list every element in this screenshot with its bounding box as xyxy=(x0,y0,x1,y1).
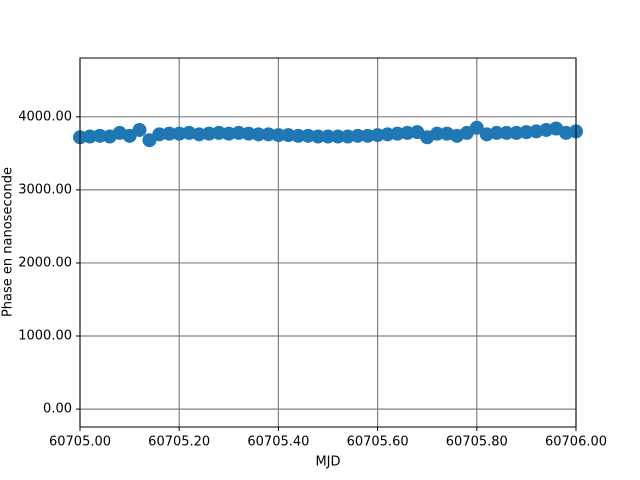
point xyxy=(330,129,345,144)
y-tick-label: 4000.00 xyxy=(18,109,72,124)
plot-area: 60705.00 60705.20 60705.40 60705.60 60705.80… xyxy=(18,58,607,450)
axes-frame xyxy=(79,57,577,428)
point xyxy=(132,122,147,137)
y-tick-label: 2000.00 xyxy=(18,255,72,270)
x-tick-label: 60705.40 xyxy=(247,435,309,450)
point xyxy=(430,126,445,141)
x-tick-label: 60705.60 xyxy=(347,435,409,450)
x-tick-label: 60705.00 xyxy=(49,435,111,450)
point xyxy=(311,129,326,144)
point xyxy=(350,128,365,143)
y-tick-label: 0.00 xyxy=(43,402,72,417)
point xyxy=(499,125,514,140)
point xyxy=(162,126,177,141)
x-tick-label: 60706.00 xyxy=(545,435,607,450)
point xyxy=(291,128,306,143)
y-tick-label: 1000.00 xyxy=(18,329,72,344)
point xyxy=(271,128,286,143)
x-axis-label: MJD xyxy=(315,455,340,470)
point xyxy=(489,125,504,140)
point xyxy=(251,127,266,142)
x-tick-label: 60705.20 xyxy=(148,435,210,450)
point xyxy=(321,129,335,144)
y-axis-label: Phase en nanoseconde xyxy=(1,167,16,317)
point xyxy=(469,120,484,135)
x-tick-label: 60705.80 xyxy=(446,435,508,450)
y-tick-label: 3000.00 xyxy=(18,182,72,197)
